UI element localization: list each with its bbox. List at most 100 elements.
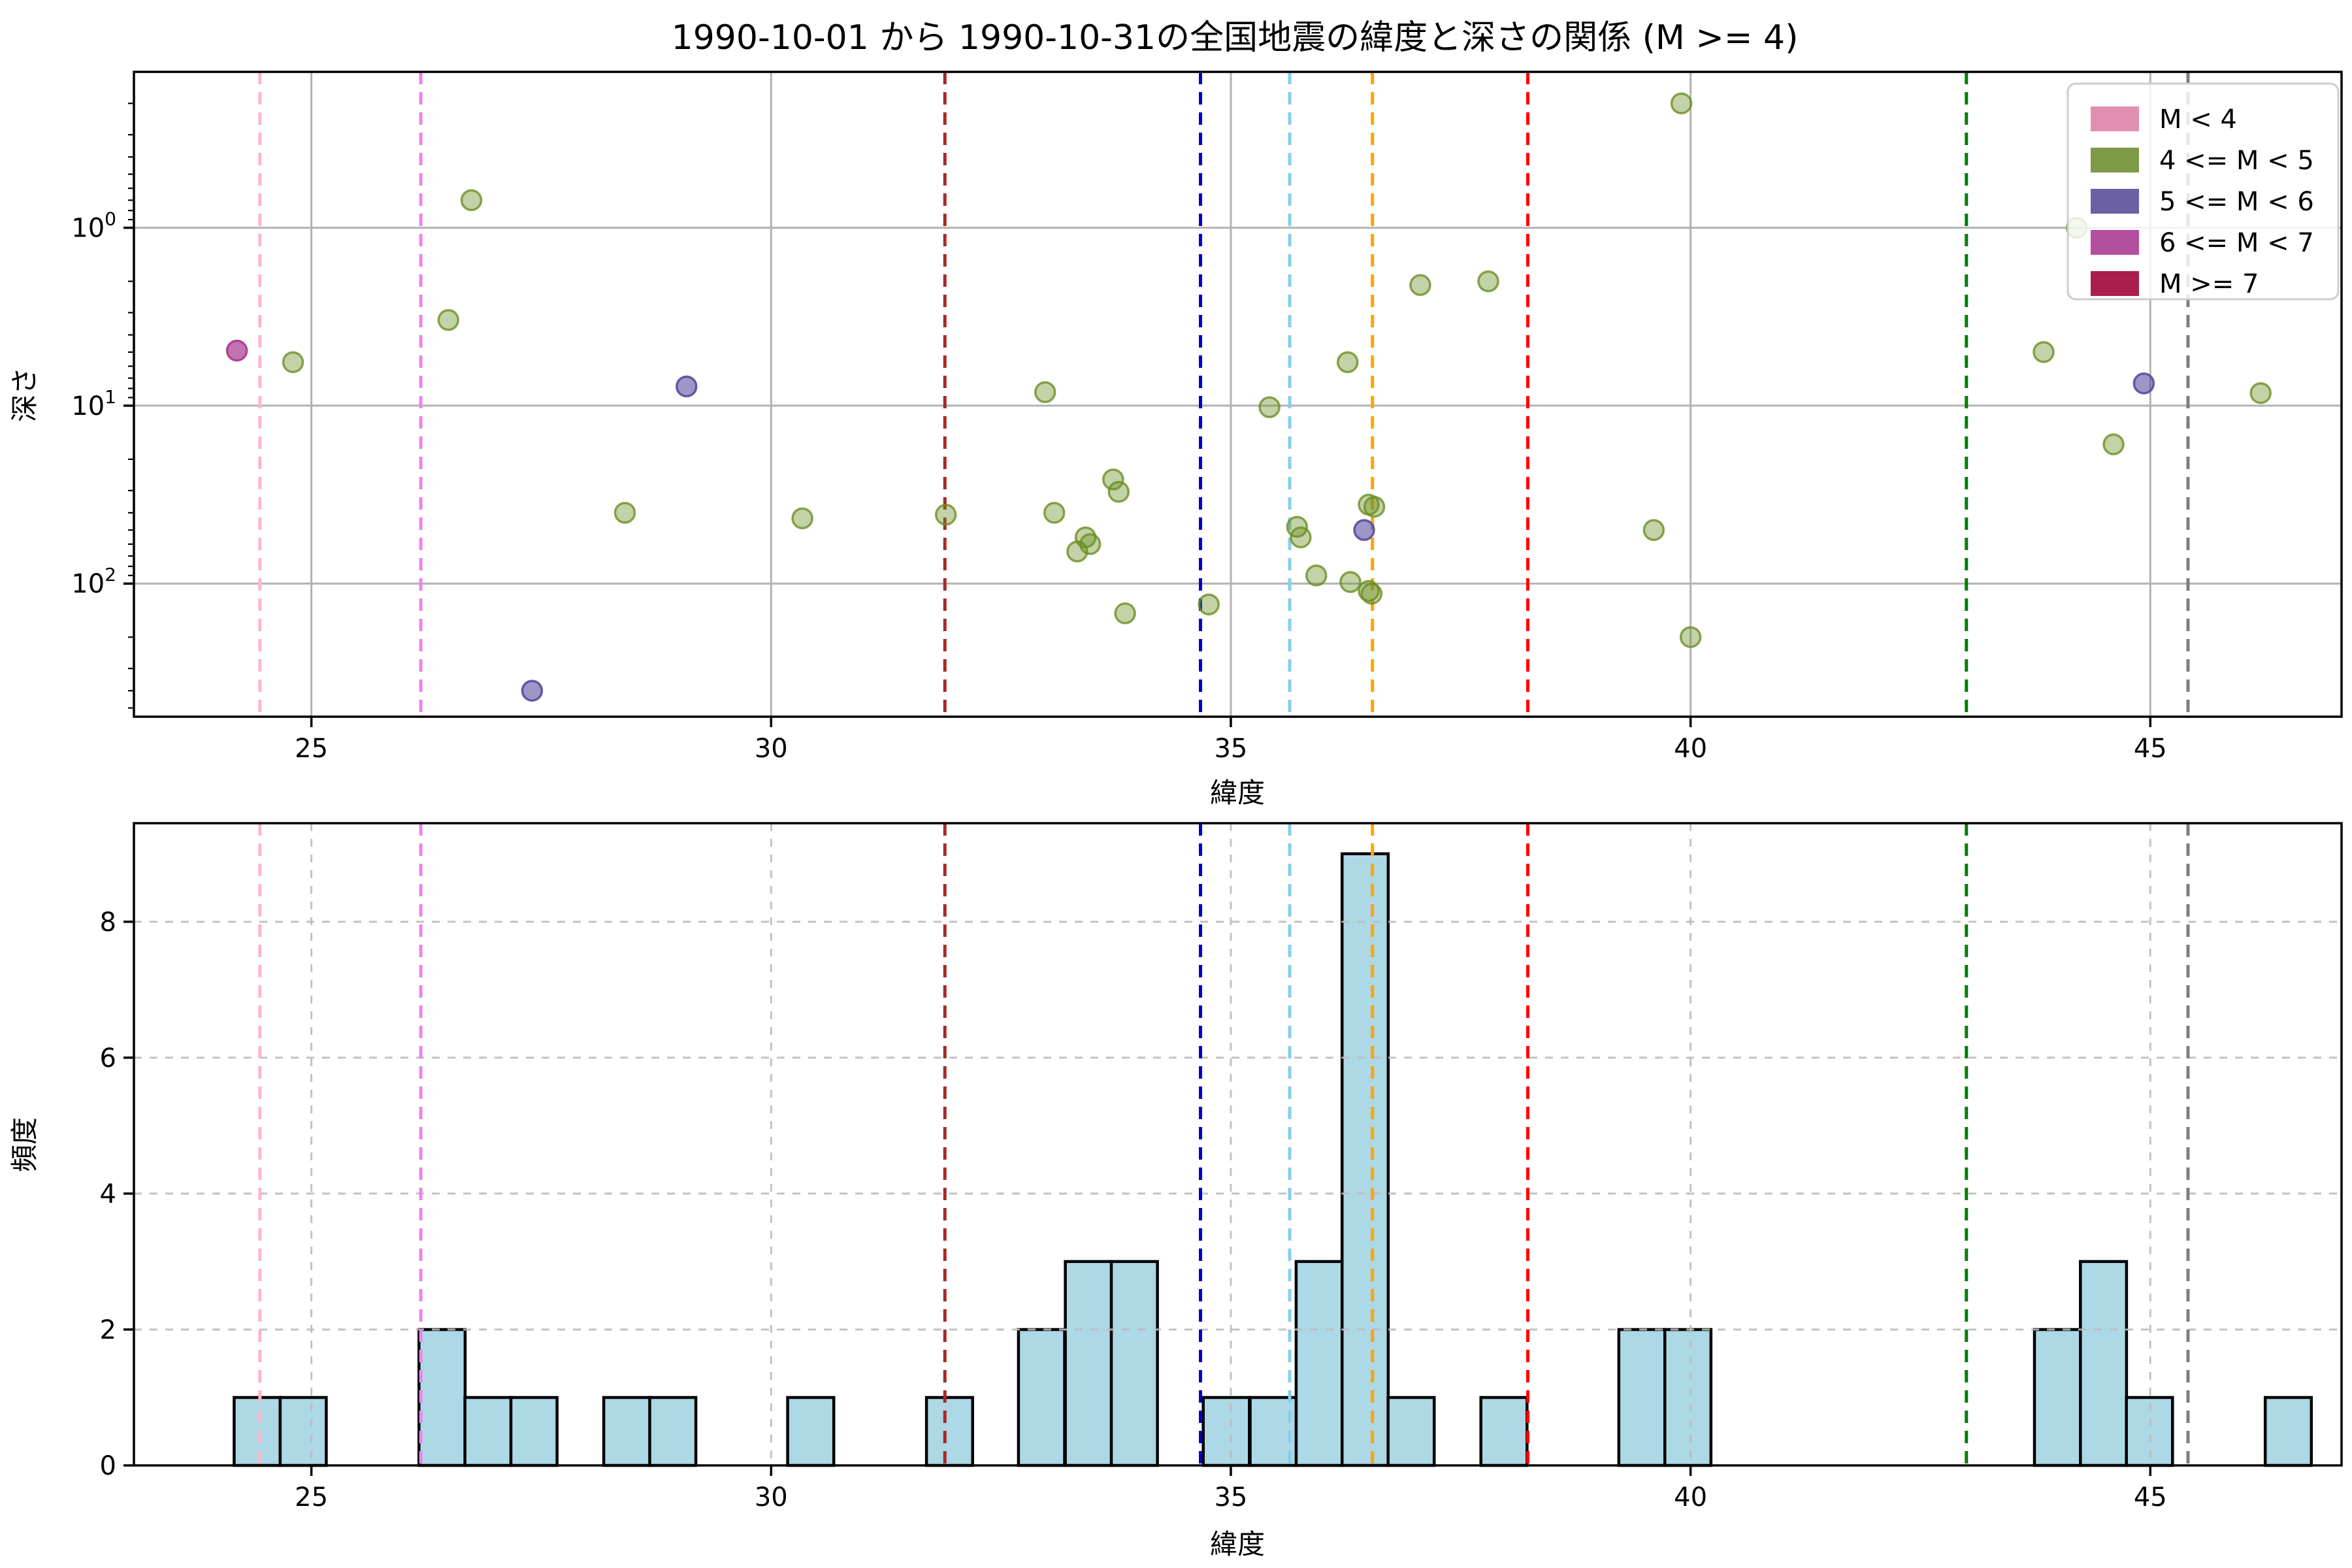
scatter-point bbox=[1409, 274, 1431, 297]
scatter-grid bbox=[134, 72, 2342, 717]
hist-x-tick-label: 25 bbox=[295, 1482, 328, 1512]
scatter-point bbox=[791, 507, 813, 530]
hist-bar bbox=[1201, 1396, 1251, 1467]
legend-label: 6 <= M < 7 bbox=[2159, 228, 2314, 258]
hist-axes: 25 30 35 40 45 0 2 4 6 8 bbox=[100, 822, 2343, 1512]
scatter-frame bbox=[133, 71, 2343, 718]
legend-swatch bbox=[2091, 148, 2139, 172]
legend-item: 5 <= M < 6 bbox=[2091, 187, 2314, 217]
scatter-xlabel: 緯度 bbox=[1210, 777, 1265, 809]
hist-x-tick-label: 35 bbox=[1214, 1482, 1247, 1512]
legend-item: 4 <= M < 5 bbox=[2091, 146, 2314, 176]
scatter-y-tick-label: 102 bbox=[71, 564, 116, 599]
scatter-y-tick-label: 100 bbox=[71, 208, 116, 244]
hist-bar bbox=[786, 1396, 836, 1467]
legend-swatch bbox=[2091, 230, 2139, 255]
legend-label: 5 <= M < 6 bbox=[2159, 187, 2314, 217]
scatter-point bbox=[1670, 92, 1693, 115]
scatter-x-tick-label: 40 bbox=[1674, 734, 1707, 764]
scatter-point bbox=[1360, 582, 1383, 605]
scatter-point bbox=[1043, 502, 1066, 524]
scatter-point bbox=[282, 351, 304, 374]
scatter-point bbox=[934, 504, 957, 526]
scatter-point bbox=[1198, 593, 1220, 615]
scatter-point bbox=[1290, 526, 1312, 549]
scatter-point bbox=[1642, 519, 1665, 542]
legend-item: 6 <= M < 7 bbox=[2091, 228, 2314, 258]
scatter-ylabel: 深さ bbox=[8, 367, 41, 422]
hist-bar bbox=[1386, 1396, 1436, 1467]
hist-y-tick-label: 6 bbox=[100, 1043, 116, 1073]
hist-bar bbox=[924, 1396, 974, 1467]
hist-frame bbox=[133, 822, 2343, 1467]
legend-label: M >= 7 bbox=[2159, 269, 2259, 299]
hist-bar bbox=[2263, 1396, 2313, 1467]
hist-bar bbox=[1109, 1260, 1159, 1467]
hist-grid bbox=[134, 823, 2342, 1465]
scatter-point bbox=[1305, 564, 1328, 587]
scatter-point bbox=[1353, 519, 1375, 542]
legend-item: M < 4 bbox=[2091, 105, 2237, 135]
hist-bar bbox=[2033, 1328, 2082, 1467]
hist-bar bbox=[1479, 1396, 1529, 1467]
scatter-point bbox=[1102, 468, 1124, 491]
scatter-series-4M5 bbox=[282, 92, 2272, 648]
scatter-panel bbox=[134, 72, 2342, 717]
hist-ylabel: 頻度 bbox=[8, 1117, 41, 1172]
hist-xlabel: 緯度 bbox=[1210, 1528, 1265, 1560]
hist-bar bbox=[278, 1396, 328, 1467]
hist-x-tick-label: 40 bbox=[1674, 1482, 1707, 1512]
scatter-x-tick-label: 25 bbox=[295, 734, 328, 764]
hist-bar bbox=[509, 1396, 559, 1467]
scatter-point bbox=[2249, 382, 2272, 404]
hist-y-tick-label: 4 bbox=[100, 1179, 116, 1209]
hist-bar bbox=[602, 1396, 651, 1467]
scatter-point bbox=[1079, 533, 1102, 555]
hist-y-tick-label: 0 bbox=[100, 1451, 116, 1481]
legend: M < 4 4 <= M < 5 5 <= M < 6 6 <= M < 7 M >= … bbox=[2066, 82, 2340, 301]
figure-title: 1990-10-01 から 1990-10-31の全国地震の緯度と深さの関係 (… bbox=[672, 18, 1799, 57]
scatter-point bbox=[2132, 372, 2155, 395]
legend-swatch bbox=[2091, 189, 2139, 214]
legend-swatch bbox=[2091, 106, 2139, 131]
scatter-point bbox=[460, 189, 483, 212]
scatter-point bbox=[676, 375, 698, 398]
scatter-point bbox=[613, 502, 636, 524]
hist-bar bbox=[233, 1396, 282, 1467]
scatter-point bbox=[521, 679, 544, 702]
hist-bar bbox=[1064, 1260, 1113, 1467]
hist-bar bbox=[417, 1328, 467, 1467]
hist-bar bbox=[1340, 852, 1390, 1467]
hist-bar bbox=[1017, 1328, 1066, 1467]
hist-bar bbox=[2079, 1260, 2129, 1467]
scatter-point bbox=[1114, 602, 1136, 625]
hist-x-tick-label: 45 bbox=[2134, 1482, 2167, 1512]
scatter-point bbox=[1477, 270, 1499, 293]
scatter-point bbox=[1336, 351, 1359, 374]
legend-swatch bbox=[2091, 271, 2139, 296]
scatter-point bbox=[1107, 481, 1130, 503]
hist-bar bbox=[463, 1396, 513, 1467]
scatter-point bbox=[1679, 626, 1702, 648]
scatter-vlines bbox=[258, 72, 2190, 717]
hist-x-tick-label: 30 bbox=[755, 1482, 788, 1512]
hist-bars bbox=[233, 852, 2313, 1467]
scatter-point bbox=[437, 309, 460, 331]
scatter-point bbox=[2033, 341, 2055, 363]
hist-bar bbox=[648, 1396, 698, 1467]
scatter-x-tick-label: 30 bbox=[755, 734, 788, 764]
hist-bar bbox=[1294, 1260, 1344, 1467]
scatter-y-tick-label: 101 bbox=[71, 386, 116, 421]
histogram-panel bbox=[134, 823, 2342, 1467]
scatter-x-tick-label: 45 bbox=[2134, 734, 2167, 764]
scatter-x-tick-label: 35 bbox=[1214, 734, 1247, 764]
hist-bar bbox=[1663, 1328, 1713, 1467]
scatter-series-6M7 bbox=[225, 339, 248, 362]
hist-y-tick-label: 2 bbox=[100, 1315, 116, 1345]
legend-item: M >= 7 bbox=[2091, 269, 2259, 299]
scatter-point bbox=[1034, 381, 1056, 404]
scatter-point bbox=[1258, 396, 1281, 419]
hist-vlines bbox=[258, 823, 2190, 1465]
